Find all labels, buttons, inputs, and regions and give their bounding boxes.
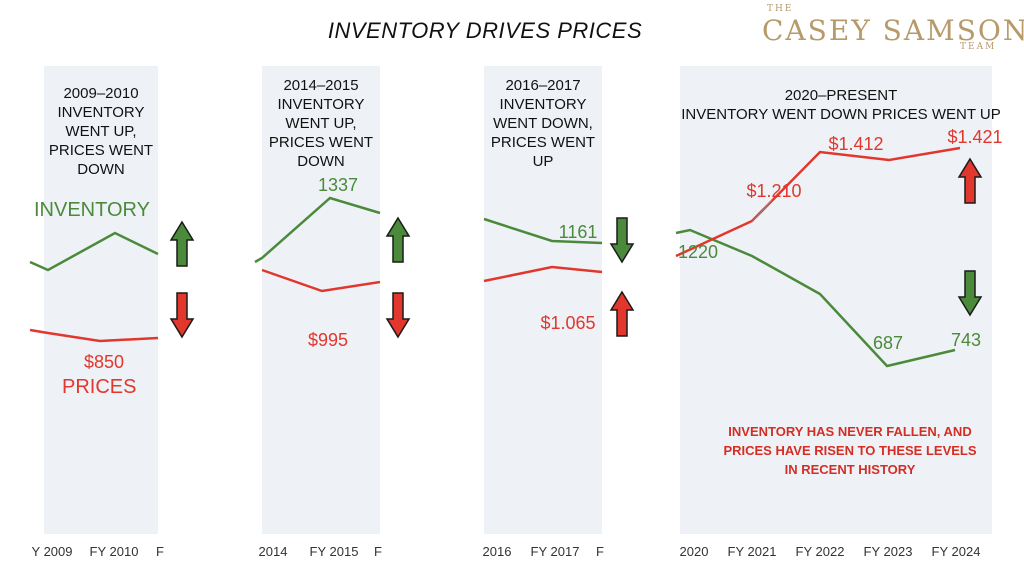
inventory-label-1161: 1161 <box>559 222 598 242</box>
panel-title-line: WENT UP, <box>285 115 357 132</box>
panel-title-line: 2020–PRESENT <box>784 87 898 104</box>
tick-label: FY 2023 <box>864 544 913 559</box>
prices-line-2014 <box>261 268 381 293</box>
price-label-1421: $1.421 <box>947 127 1002 147</box>
panel-2009-2010 <box>44 66 158 534</box>
panel-title-line: DOWN <box>77 161 125 178</box>
prices-line-2020 <box>675 146 961 258</box>
tick-label: F <box>596 544 604 559</box>
tick-label: F <box>156 544 164 559</box>
arrow-up-icon <box>957 157 983 204</box>
arrow-up-icon <box>385 216 411 263</box>
panel-2020-present <box>680 66 992 534</box>
panel-title-line: PRICES WENT <box>268 134 374 151</box>
panel-title-line: PRICES WENT <box>490 134 596 151</box>
panel-title-line: INVENTORY <box>277 96 365 113</box>
tick-label: FY 2021 <box>728 544 777 559</box>
panel-title-line: INVENTORY WENT DOWN PRICES WENT UP <box>681 106 1001 123</box>
arrow-down-icon <box>609 217 635 264</box>
arrow-up-icon <box>609 290 635 337</box>
note-line: PRICES HAVE RISEN TO THESE LEVELS <box>723 443 977 458</box>
prices-line-2016 <box>483 265 603 283</box>
inventory-label-1220: 1220 <box>678 242 718 262</box>
trend-arrows <box>169 157 983 339</box>
inventory-note: INVENTORY HAS NEVER FALLEN, AND PRICES H… <box>690 422 1010 479</box>
panel-title-line: WENT DOWN, <box>493 115 593 132</box>
price-label-1412: $1.412 <box>828 134 883 154</box>
panel-title-line: INVENTORY <box>57 104 145 121</box>
tick-label: Y 2009 <box>32 544 73 559</box>
inventory-line-2020 <box>675 228 956 368</box>
note-line: INVENTORY HAS NEVER FALLEN, AND <box>728 424 972 439</box>
panel-title-line: UP <box>532 153 554 170</box>
arrow-up-icon <box>169 220 195 267</box>
tick-label: FY 2010 <box>90 544 139 559</box>
tick-label: F <box>374 544 382 559</box>
panel-title-line: WENT UP, <box>65 123 137 140</box>
logo-name: CASEY SAMSON <box>762 14 1024 47</box>
series-lines <box>29 146 961 368</box>
page-title: INVENTORY DRIVES PRICES <box>327 18 643 43</box>
inventory-line-2014 <box>254 196 381 264</box>
panel-title-2016: 2016–2017 INVENTORY WENT DOWN, PRICES WE… <box>484 76 602 171</box>
tick-label: 2016 <box>483 544 512 559</box>
value-labels: $850 1337 $995 1161 $1.065 1220 687 743 … <box>84 127 1003 372</box>
panel-title-line: 2016–2017 <box>505 77 581 94</box>
panel-title-2009: 2009–2010 INVENTORY WENT UP, PRICES WENT… <box>44 84 158 179</box>
price-label-995: $995 <box>308 330 348 350</box>
inventory-label-1337: 1337 <box>318 175 358 195</box>
price-label-850: $850 <box>84 352 124 372</box>
tick-label: FY 2015 <box>310 544 359 559</box>
price-label-1065: $1.065 <box>540 313 595 333</box>
inventory-line-2009 <box>29 231 159 272</box>
panel-2014-2015 <box>262 66 380 534</box>
inventory-series-label: INVENTORY <box>34 199 150 221</box>
inventory-label-687: 687 <box>873 333 903 353</box>
tick-label: FY 2017 <box>531 544 580 559</box>
tick-label: 2014 <box>259 544 288 559</box>
panel-title-2020: 2020–PRESENT INVENTORY WENT DOWN PRICES … <box>676 86 1006 124</box>
price-label-1210: $1.210 <box>746 181 801 201</box>
note-line: IN RECENT HISTORY <box>784 462 916 477</box>
tick-label: 2020 <box>680 544 709 559</box>
panel-title-line: 2014–2015 <box>283 77 359 94</box>
arrow-down-icon <box>169 292 195 339</box>
price-callout-line <box>751 199 773 223</box>
arrow-down-icon <box>957 270 983 317</box>
arrow-down-icon <box>385 292 411 339</box>
tick-label: FY 2022 <box>796 544 845 559</box>
tick-label: FY 2024 <box>932 544 981 559</box>
panel-title-line: DOWN <box>297 153 345 170</box>
panel-title-line: PRICES WENT <box>48 142 154 159</box>
inventory-line-2016 <box>483 217 603 245</box>
panel-title-line: INVENTORY <box>499 96 587 113</box>
panel-title-line: 2009–2010 <box>63 85 139 102</box>
logo-the: THE <box>767 4 794 14</box>
logo-team: TEAM <box>960 42 997 52</box>
prices-line-2009 <box>29 328 159 343</box>
panel-2016-2017 <box>484 66 602 534</box>
panel-title-2014: 2014–2015 INVENTORY WENT UP, PRICES WENT… <box>262 76 380 171</box>
inventory-label-743: 743 <box>951 330 981 350</box>
tick-labels: Y 2009 FY 2010 F 2014 FY 2015 F 2016 FY … <box>32 544 981 559</box>
prices-series-label: PRICES <box>62 376 136 398</box>
